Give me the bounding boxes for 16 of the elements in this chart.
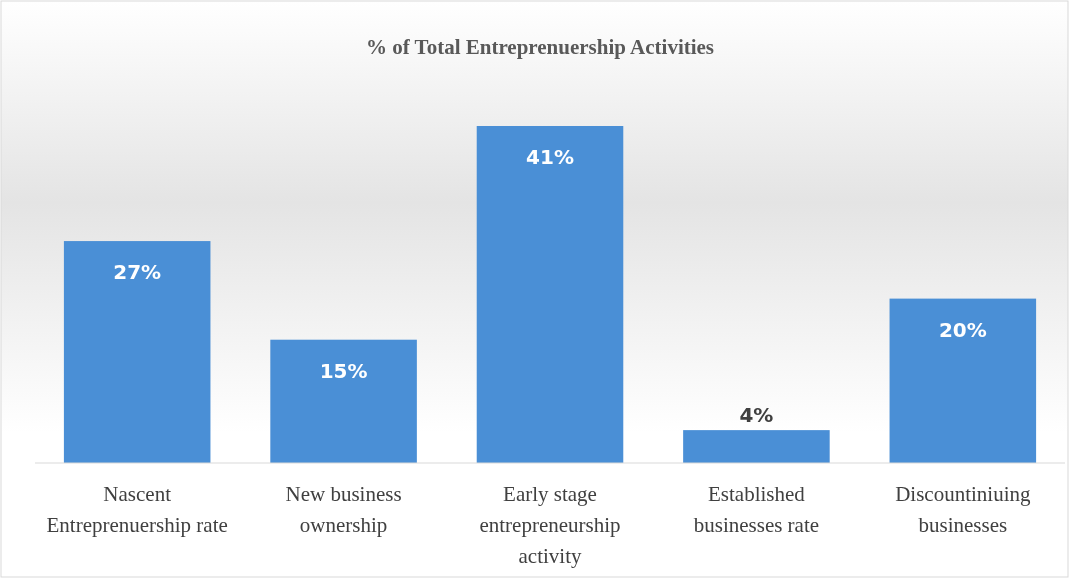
- data-label: 20%: [938, 317, 987, 342]
- bar: [889, 298, 1037, 463]
- x-tick-label: Early stage entrepreneurship activity: [479, 482, 621, 568]
- data-label: 4%: [739, 403, 774, 428]
- bar: [476, 126, 624, 463]
- x-tick-label: Discountiniuing businesses: [895, 482, 1031, 537]
- x-tick-label: New business ownership: [285, 482, 402, 537]
- bar: [270, 339, 417, 463]
- x-tick-label: Nascent Entreprenuership rate: [46, 482, 228, 537]
- x-tick-label: Established businesses rate: [693, 482, 820, 537]
- data-label: 27%: [113, 260, 162, 285]
- data-label: 41%: [526, 145, 574, 169]
- data-label: 15%: [319, 358, 368, 383]
- bar: [63, 241, 211, 463]
- chart-title: % of Total Entreprenuership Activities: [365, 35, 715, 59]
- bar: [683, 430, 830, 463]
